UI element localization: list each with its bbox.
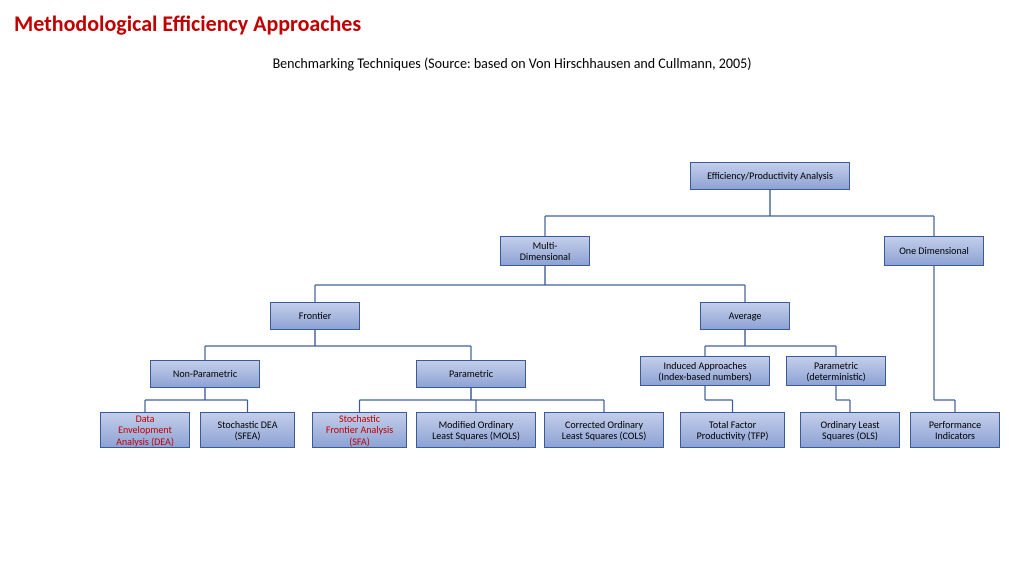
node-sfa: StochasticFrontier Analysis(SFA) (312, 412, 407, 448)
node-cols: Corrected OrdinaryLeast Squares (COLS) (544, 412, 664, 448)
node-label: PerformanceIndicators (929, 419, 981, 442)
node-label: Parametric (449, 368, 493, 380)
node-label: StochasticFrontier Analysis(SFA) (326, 413, 393, 448)
node-label: Modified OrdinaryLeast Squares (MOLS) (432, 419, 520, 442)
node-label: Non-Parametric (173, 368, 237, 380)
node-nonparam: Non-Parametric (150, 360, 260, 388)
node-label: Corrected OrdinaryLeast Squares (COLS) (562, 419, 647, 442)
node-param: Parametric (416, 360, 526, 388)
node-label: Stochastic DEA(SFEA) (218, 419, 278, 442)
node-label: One Dimensional (899, 245, 969, 257)
node-root: Efficiency/Productivity Analysis (690, 162, 850, 190)
node-multi: Multi-Dimensional (500, 236, 590, 266)
node-label: Average (729, 310, 762, 322)
node-label: Total FactorProductivity (TFP) (697, 419, 769, 442)
node-label: DataEnvelopmentAnalysis (DEA) (116, 413, 174, 448)
node-tfp: Total FactorProductivity (TFP) (680, 412, 785, 448)
node-sfea: Stochastic DEA(SFEA) (200, 412, 295, 448)
node-label: Frontier (299, 310, 331, 322)
edge-layer (0, 0, 1024, 576)
node-dea: DataEnvelopmentAnalysis (DEA) (100, 412, 190, 448)
node-label: Ordinary LeastSquares (OLS) (820, 419, 879, 442)
node-average: Average (700, 302, 790, 330)
node-paramdet: Parametric(deterministic) (786, 356, 886, 386)
node-label: Parametric(deterministic) (806, 360, 865, 383)
node-label: Efficiency/Productivity Analysis (707, 170, 833, 182)
node-perf: PerformanceIndicators (910, 412, 1000, 448)
node-mols: Modified OrdinaryLeast Squares (MOLS) (416, 412, 536, 448)
node-induced: Induced Approaches(Index-based numbers) (640, 356, 770, 386)
node-ols: Ordinary LeastSquares (OLS) (800, 412, 900, 448)
node-label: Multi-Dimensional (520, 240, 570, 263)
node-label: Induced Approaches(Index-based numbers) (658, 360, 751, 383)
node-onedim: One Dimensional (884, 236, 984, 266)
node-frontier: Frontier (270, 302, 360, 330)
